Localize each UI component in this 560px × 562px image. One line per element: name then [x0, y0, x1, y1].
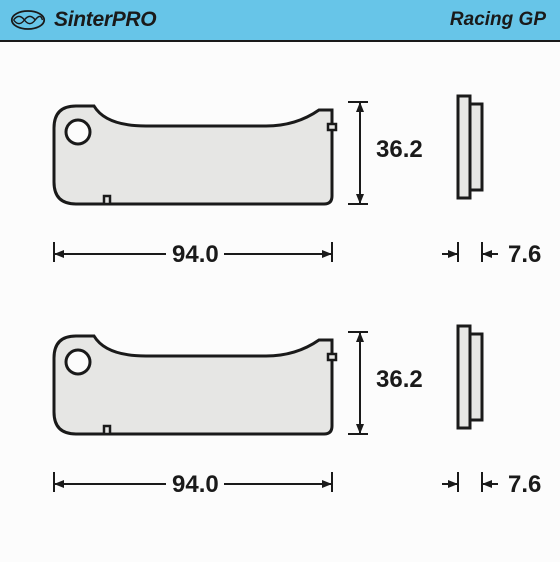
pad-profile [452, 322, 492, 442]
brake-pad-shape [46, 316, 356, 456]
brake-pad-shape [46, 86, 356, 226]
diagram-area: 36.2 94.0 7.6 [0, 42, 560, 562]
height-value: 36.2 [376, 366, 423, 394]
thickness-value: 7.6 [508, 471, 541, 499]
width-value: 94.0 [172, 471, 219, 499]
pad-row: 36.2 94.0 7.6 [18, 312, 542, 542]
width-value: 94.0 [172, 241, 219, 269]
height-dimension [348, 96, 378, 226]
category-label: Racing GP [450, 9, 546, 31]
height-dimension [348, 326, 378, 456]
thickness-value: 7.6 [508, 241, 541, 269]
brand-name: SinterPRO [54, 8, 156, 32]
pad-row: 36.2 94.0 7.6 [18, 82, 542, 312]
thickness-dimension [442, 472, 502, 500]
brand-logo-icon [10, 7, 46, 33]
header-bar: SinterPRO Racing GP [0, 0, 560, 42]
thickness-dimension [442, 242, 502, 270]
height-value: 36.2 [376, 136, 423, 164]
pad-profile [452, 92, 492, 212]
brand-block: SinterPRO [10, 7, 156, 33]
